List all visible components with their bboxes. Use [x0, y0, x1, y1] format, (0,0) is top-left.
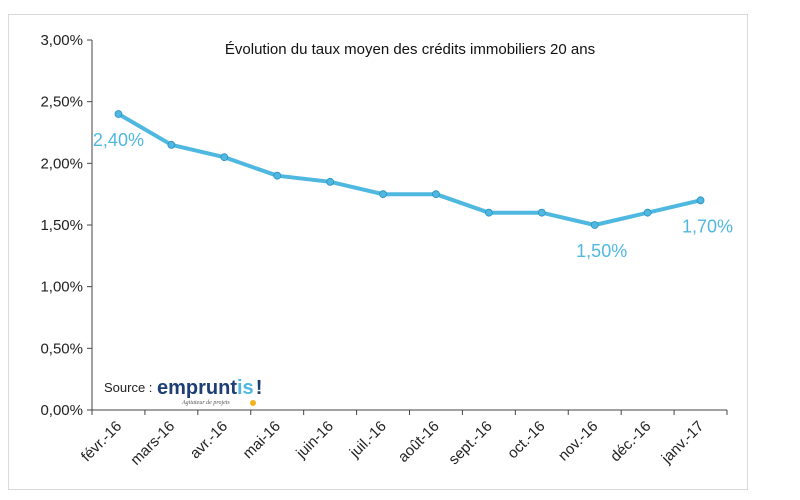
logo-tagline: Agitateur de projets [181, 400, 230, 406]
x-tick-label: oct.-16 [504, 418, 548, 462]
data-point [167, 140, 176, 149]
data-point [484, 208, 493, 217]
data-point [590, 221, 599, 229]
logo-accent-text: is [237, 377, 254, 399]
chart-frame [8, 14, 748, 490]
y-tick-label: 1,00% [40, 279, 83, 296]
logo-bang-text: ! [256, 377, 263, 399]
x-tick-label: déc.-16 [607, 418, 654, 465]
data-point [326, 177, 335, 186]
data-label: 1,50% [576, 241, 627, 261]
data-point [537, 208, 546, 217]
x-tick-label: janv.-17 [658, 418, 708, 468]
source-credit: Source : empruntis! Agitateur de projets [104, 377, 262, 406]
x-axis-ticks: févr.-16 mars-16 avr.-16 mai-16 juin-16 juil.… [78, 410, 728, 469]
data-point [114, 110, 123, 118]
data-label: 2,40% [93, 130, 144, 150]
x-tick-label: juil.-16 [346, 418, 390, 462]
data-point [379, 190, 387, 199]
chart-title: Évolution du taux moyen des crédits immo… [225, 41, 595, 58]
source-label: Source : [104, 380, 152, 395]
svg-text:empruntis!: empruntis! [157, 377, 262, 399]
y-tick-label: 0,50% [40, 340, 83, 357]
data-point [273, 171, 282, 180]
data-point [432, 190, 440, 199]
series-line [116, 112, 703, 227]
y-tick-label: 2,50% [40, 94, 83, 111]
x-tick-label: sept.-16 [445, 418, 495, 468]
data-point [643, 208, 652, 217]
x-tick-label: nov.-16 [555, 418, 602, 465]
data-point [220, 153, 229, 162]
data-labels: 2,40% 1,50% 1,70% [93, 130, 733, 261]
emprunt-logo: empruntis! Agitateur de projets [157, 377, 262, 406]
y-tick-label: 2,00% [40, 155, 83, 172]
x-tick-label: juin-16 [292, 418, 337, 463]
y-axis-ticks: 0,00% 0,50% 1,00% 1,50% 2,00% 2,50% 3,00% [40, 32, 92, 419]
series-line-group [114, 110, 705, 229]
logo-dot-icon [250, 400, 256, 406]
axes [91, 40, 727, 411]
x-tick-label: mai-16 [240, 418, 284, 462]
logo-main-text: emprunt [157, 377, 237, 399]
x-tick-label: août-16 [395, 418, 443, 466]
x-tick-label: févr.-16 [78, 418, 125, 465]
data-label: 1,70% [682, 216, 733, 236]
data-point [696, 196, 705, 205]
y-tick-label: 3,00% [40, 32, 83, 49]
y-tick-label: 1,50% [40, 217, 83, 234]
y-tick-label: 0,00% [40, 402, 83, 419]
x-tick-label: avr.-16 [187, 418, 231, 462]
x-tick-label: mars-16 [127, 418, 178, 469]
